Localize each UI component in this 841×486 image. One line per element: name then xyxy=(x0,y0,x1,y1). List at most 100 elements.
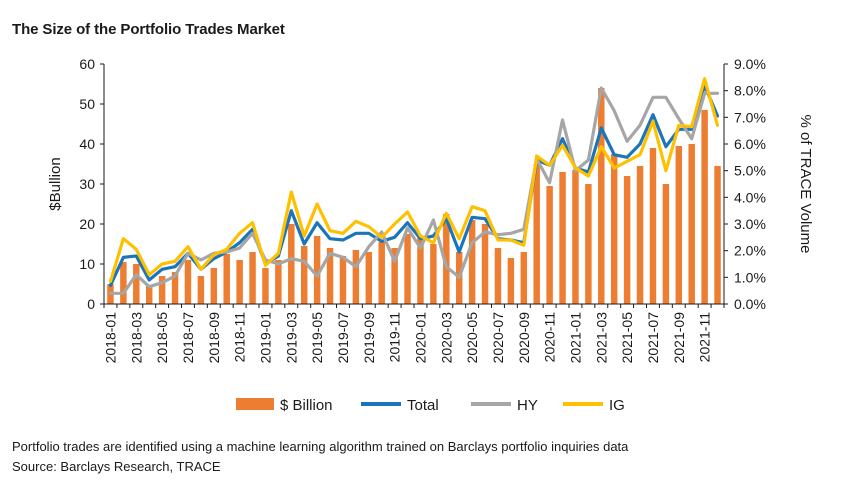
bar-2019-06 xyxy=(326,248,334,304)
legend-label: Total xyxy=(407,397,439,414)
bar-2021-03 xyxy=(598,88,605,304)
right-tick-label: 3.0% xyxy=(734,216,766,232)
right-tick-label: 5.0% xyxy=(734,163,766,179)
right-tick-label: 1.0% xyxy=(734,269,766,285)
bar-2021-10 xyxy=(688,144,695,304)
bar-2020-11 xyxy=(546,186,553,304)
bar-2020-02 xyxy=(430,244,437,304)
bar-2021-07 xyxy=(649,148,657,304)
left-tick-label: 60 xyxy=(79,56,95,72)
right-tick-label: 0.0% xyxy=(734,296,766,312)
left-tick-label: 30 xyxy=(79,176,95,192)
legend-item-ig: IG xyxy=(563,397,625,414)
bar-2019-10 xyxy=(378,242,385,304)
legend-label: HY xyxy=(517,397,538,414)
bar-2019-03 xyxy=(288,224,295,304)
x-tick-label: 2018-03 xyxy=(128,312,144,364)
x-tick-label: 2020-03 xyxy=(438,312,454,364)
bar-2019-11 xyxy=(391,248,398,304)
bar-2020-05 xyxy=(468,220,476,304)
bar-2018-07 xyxy=(184,260,192,304)
x-tick-label: 2018-11 xyxy=(232,312,248,363)
bars-layer xyxy=(107,88,721,304)
x-tick-label: 2021-11 xyxy=(697,312,713,363)
bar-2020-10 xyxy=(533,164,540,304)
left-tick-label: 20 xyxy=(79,216,95,232)
x-tick-label: 2019-11 xyxy=(387,312,403,363)
bar-2019-08 xyxy=(352,250,360,304)
bar-2020-07 xyxy=(494,248,502,304)
x-tick-label: 2020-05 xyxy=(464,312,480,364)
bar-2018-02 xyxy=(120,262,127,304)
right-axis-title: % of TRACE Volume xyxy=(797,115,814,254)
bar-2021-02 xyxy=(585,184,592,304)
bar-2020-08 xyxy=(507,258,515,304)
bar-2018-08 xyxy=(197,276,205,304)
bar-2019-07 xyxy=(339,256,347,304)
bar-2019-02 xyxy=(275,260,282,304)
bar-2019-04 xyxy=(300,246,308,304)
bar-2021-12 xyxy=(714,166,721,304)
right-tick-label: 8.0% xyxy=(734,83,766,99)
x-tick-label: 2018-09 xyxy=(206,312,222,364)
bar-2021-11 xyxy=(701,110,708,304)
bar-2021-08 xyxy=(662,184,670,304)
bar-2018-06 xyxy=(171,272,179,304)
bar-2021-06 xyxy=(636,166,644,304)
bar-2019-01 xyxy=(262,268,269,304)
x-tick-label: 2018-07 xyxy=(180,312,196,364)
x-tick-label: 2019-05 xyxy=(309,312,325,364)
bar-2018-11 xyxy=(236,260,243,304)
right-tick-label: 6.0% xyxy=(734,136,766,152)
legend-swatch xyxy=(236,398,274,410)
x-tick-label: 2020-09 xyxy=(516,312,532,364)
x-tick-label: 2021-09 xyxy=(671,312,687,364)
right-tick-label: 4.0% xyxy=(734,189,766,205)
left-tick-label: 40 xyxy=(79,136,95,152)
bar-2021-05 xyxy=(623,176,631,304)
bar-2021-04 xyxy=(610,154,618,304)
line-total xyxy=(108,83,720,287)
x-tick-label: 2019-07 xyxy=(335,312,351,364)
legend-label: IG xyxy=(609,397,625,414)
bar-2020-06 xyxy=(481,224,489,304)
x-tick-label: 2019-03 xyxy=(283,312,299,364)
x-tick-label: 2018-05 xyxy=(154,312,170,364)
chart: 0 10 20 30 40 50 60 0.0% 1.0% 2.0% 3.0% 4.0% 5.0% 6.0… xyxy=(47,56,814,414)
right-tick-label: 9.0% xyxy=(734,56,766,72)
x-tick-label: 2020-01 xyxy=(412,312,428,364)
x-tick-label: 2019-09 xyxy=(361,312,377,364)
legend: $ Billion Total HY IG xyxy=(236,397,625,414)
legend-item--billion: $ Billion xyxy=(236,397,333,414)
chart-title: The Size of the Portfolio Trades Market xyxy=(12,21,285,38)
x-tick-label: 2018-01 xyxy=(102,312,118,364)
line-hy xyxy=(108,86,720,295)
left-axis-title: $Bullion xyxy=(47,157,64,210)
left-tick-label: 0 xyxy=(87,296,95,312)
x-tick-label: 2019-01 xyxy=(257,312,273,364)
legend-item-hy: HY xyxy=(471,397,538,414)
x-tick-label: 2021-07 xyxy=(645,312,661,364)
bar-2020-01 xyxy=(417,236,424,304)
footnote: Portfolio trades are identified using a … xyxy=(12,439,629,454)
bar-2021-09 xyxy=(675,146,683,304)
legend-item-total: Total xyxy=(361,397,439,414)
bar-2018-09 xyxy=(210,268,218,304)
right-tick-label: 2.0% xyxy=(734,243,766,259)
axes: 0 10 20 30 40 50 60 0.0% 1.0% 2.0% 3.0% 4.0% 5.0% 6.0… xyxy=(47,56,814,363)
line-ig xyxy=(108,77,720,283)
bar-2020-09 xyxy=(520,252,528,304)
bar-2019-05 xyxy=(313,236,321,304)
lines-layer xyxy=(108,77,720,295)
left-tick-label: 10 xyxy=(79,256,95,272)
x-tick-label: 2021-05 xyxy=(619,312,635,364)
bar-2020-03 xyxy=(443,214,450,304)
bar-2021-01 xyxy=(572,170,579,304)
legend-label: $ Billion xyxy=(280,397,333,414)
bar-2018-05 xyxy=(158,276,166,304)
bar-2019-12 xyxy=(404,234,411,304)
x-tick-label: 2021-03 xyxy=(593,312,609,364)
right-tick-label: 7.0% xyxy=(734,109,766,125)
x-tick-label: 2020-11 xyxy=(542,312,558,363)
bar-2018-03 xyxy=(133,264,140,304)
